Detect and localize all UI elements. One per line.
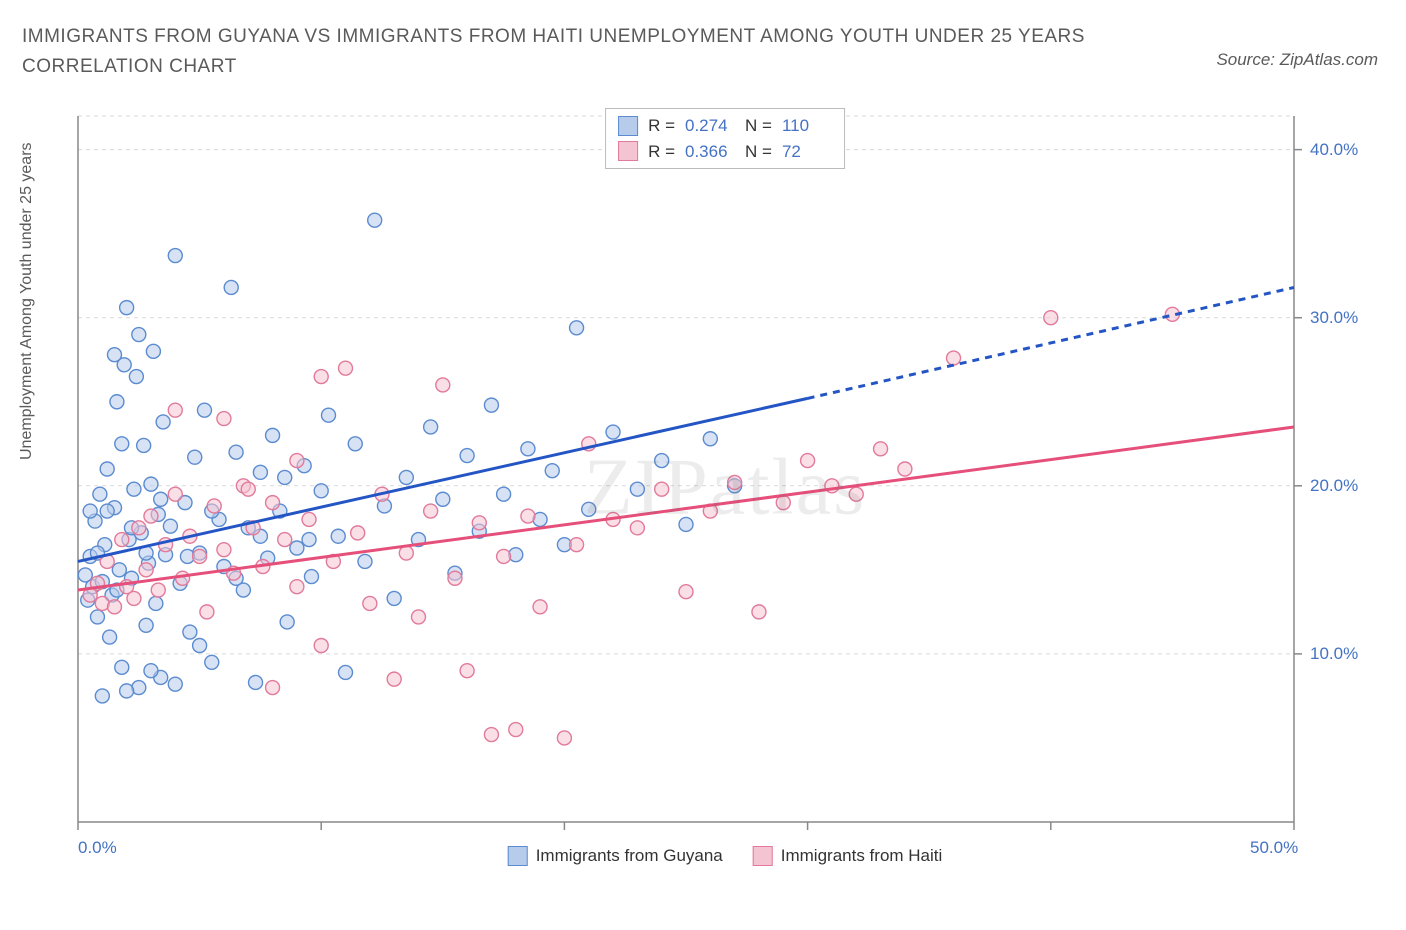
source-text: Source: ZipAtlas.com: [1216, 50, 1378, 70]
r-label: R =: [648, 113, 675, 139]
scatter-plot-svg: [70, 108, 1380, 868]
r-value-0: 0.274: [685, 113, 735, 139]
chart-title: IMMIGRANTS FROM GUYANA VS IMMIGRANTS FRO…: [22, 22, 1122, 83]
x-tick-label: 0.0%: [78, 838, 117, 858]
legend-row-1: R = 0.366 N = 72: [618, 139, 832, 165]
legend-swatch-1: [618, 141, 638, 161]
n-label: N =: [745, 113, 772, 139]
legend-series: Immigrants from Guyana Immigrants from H…: [508, 846, 943, 866]
n-label: N =: [745, 139, 772, 165]
chart-area: ZIPatlas R = 0.274 N = 110 R = 0.366 N =…: [70, 108, 1380, 868]
series-name-1: Immigrants from Haiti: [781, 846, 943, 866]
legend-stats-box: R = 0.274 N = 110 R = 0.366 N = 72: [605, 108, 845, 169]
y-axis-label: Unemployment Among Youth under 25 years: [18, 142, 36, 460]
legend-item-0: Immigrants from Guyana: [508, 846, 723, 866]
n-value-0: 110: [782, 113, 832, 139]
n-value-1: 72: [782, 139, 832, 165]
legend-item-1: Immigrants from Haiti: [753, 846, 943, 866]
x-tick-label: 50.0%: [1250, 838, 1298, 858]
legend-swatch-0: [618, 116, 638, 136]
legend-row-0: R = 0.274 N = 110: [618, 113, 832, 139]
series-name-0: Immigrants from Guyana: [536, 846, 723, 866]
r-label: R =: [648, 139, 675, 165]
y-tick-label: 40.0%: [1310, 140, 1358, 160]
y-tick-label: 30.0%: [1310, 308, 1358, 328]
y-tick-label: 20.0%: [1310, 476, 1358, 496]
legend-swatch-1b: [753, 846, 773, 866]
r-value-1: 0.366: [685, 139, 735, 165]
legend-swatch-0b: [508, 846, 528, 866]
y-tick-label: 10.0%: [1310, 644, 1358, 664]
